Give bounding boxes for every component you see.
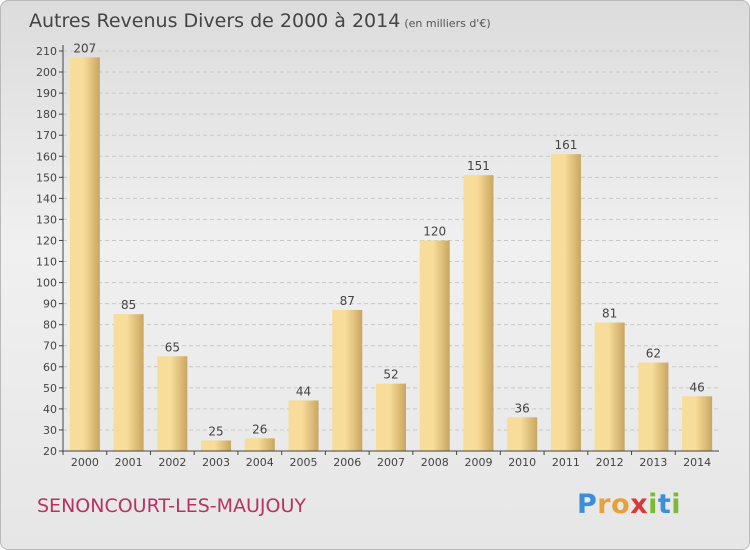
bar-value-label: 36 (515, 401, 530, 415)
y-tick-label: 200 (36, 66, 57, 79)
bar (376, 383, 406, 451)
x-tick-label: 2014 (683, 456, 711, 469)
bar (463, 175, 494, 452)
bar (157, 356, 188, 451)
bar (113, 314, 144, 451)
bar-value-label: 161 (554, 138, 577, 152)
y-tick-label: 90 (43, 298, 57, 311)
bar (332, 309, 363, 451)
x-tick-label: 2000 (71, 456, 99, 469)
y-tick-label: 20 (43, 445, 57, 458)
y-tick-label: 120 (36, 234, 57, 247)
bar-value-label: 26 (252, 422, 267, 436)
bar-value-label: 120 (423, 224, 446, 238)
bar-value-label: 87 (340, 294, 355, 308)
y-tick-label: 150 (36, 171, 57, 184)
logo-letter: r (597, 489, 612, 520)
bar-value-label: 44 (296, 384, 311, 398)
bar-value-label: 207 (73, 41, 96, 55)
y-tick-label: 40 (43, 403, 57, 416)
y-tick-label: 100 (36, 277, 57, 290)
y-tick-label: 130 (36, 213, 57, 226)
y-tick-label: 160 (36, 150, 57, 163)
chart-title: Autres Revenus Divers de 2000 à 2014 (en … (29, 10, 491, 32)
y-tick-label: 60 (43, 361, 57, 374)
x-tick-label: 2006 (333, 456, 361, 469)
y-tick-label: 170 (36, 129, 57, 142)
bar-value-label: 62 (646, 347, 661, 361)
bar-value-label: 46 (689, 380, 704, 394)
x-tick-label: 2004 (246, 456, 274, 469)
bar-value-label: 85 (121, 298, 136, 312)
bar (550, 154, 581, 451)
y-tick-label: 70 (43, 340, 57, 353)
x-tick-label: 2010 (508, 456, 536, 469)
chart-subtitle: (en milliers d'€) (404, 17, 491, 30)
x-tick-label: 2009 (464, 456, 492, 469)
bar-value-label: 52 (383, 368, 398, 382)
x-tick-label: 2003 (202, 456, 230, 469)
x-tick-label: 2012 (596, 456, 624, 469)
commune-name: SENONCOURT-LES-MAUJOUY (37, 495, 306, 517)
logo-letter: o (611, 489, 631, 520)
bar (419, 240, 450, 451)
bar (638, 362, 669, 451)
bar (594, 322, 625, 451)
proxiti-logo[interactable]: Proxiti (577, 489, 681, 520)
bar (201, 440, 232, 451)
y-tick-label: 30 (43, 424, 57, 437)
logo-letter: t (657, 489, 672, 520)
x-tick-label: 2013 (639, 456, 667, 469)
y-tick-label: 190 (36, 87, 57, 100)
x-tick-label: 2007 (377, 456, 405, 469)
x-tick-label: 2002 (158, 456, 186, 469)
logo-letter: i (648, 489, 658, 520)
chart-title-text: Autres Revenus Divers de 2000 à 2014 (29, 10, 401, 32)
logo-letter: x (630, 489, 649, 520)
bar (69, 57, 100, 451)
bar-value-label: 81 (602, 307, 617, 321)
bar (244, 438, 275, 451)
bar (288, 400, 319, 451)
x-tick-label: 2001 (115, 456, 143, 469)
x-tick-label: 2011 (552, 456, 580, 469)
bar (682, 396, 713, 451)
y-tick-label: 180 (36, 108, 57, 121)
x-tick-label: 2008 (421, 456, 449, 469)
y-tick-label: 140 (36, 192, 57, 205)
bar (507, 417, 538, 451)
y-tick-label: 110 (36, 256, 57, 269)
bar-value-label: 151 (467, 159, 490, 173)
bar-value-label: 65 (165, 340, 180, 354)
logo-letter: i (671, 489, 682, 520)
y-tick-label: 80 (43, 319, 57, 332)
logo-letter: P (577, 489, 598, 520)
bar-value-label: 25 (208, 424, 223, 438)
x-tick-label: 2005 (290, 456, 318, 469)
y-tick-label: 210 (36, 45, 57, 58)
y-tick-label: 50 (43, 382, 57, 395)
